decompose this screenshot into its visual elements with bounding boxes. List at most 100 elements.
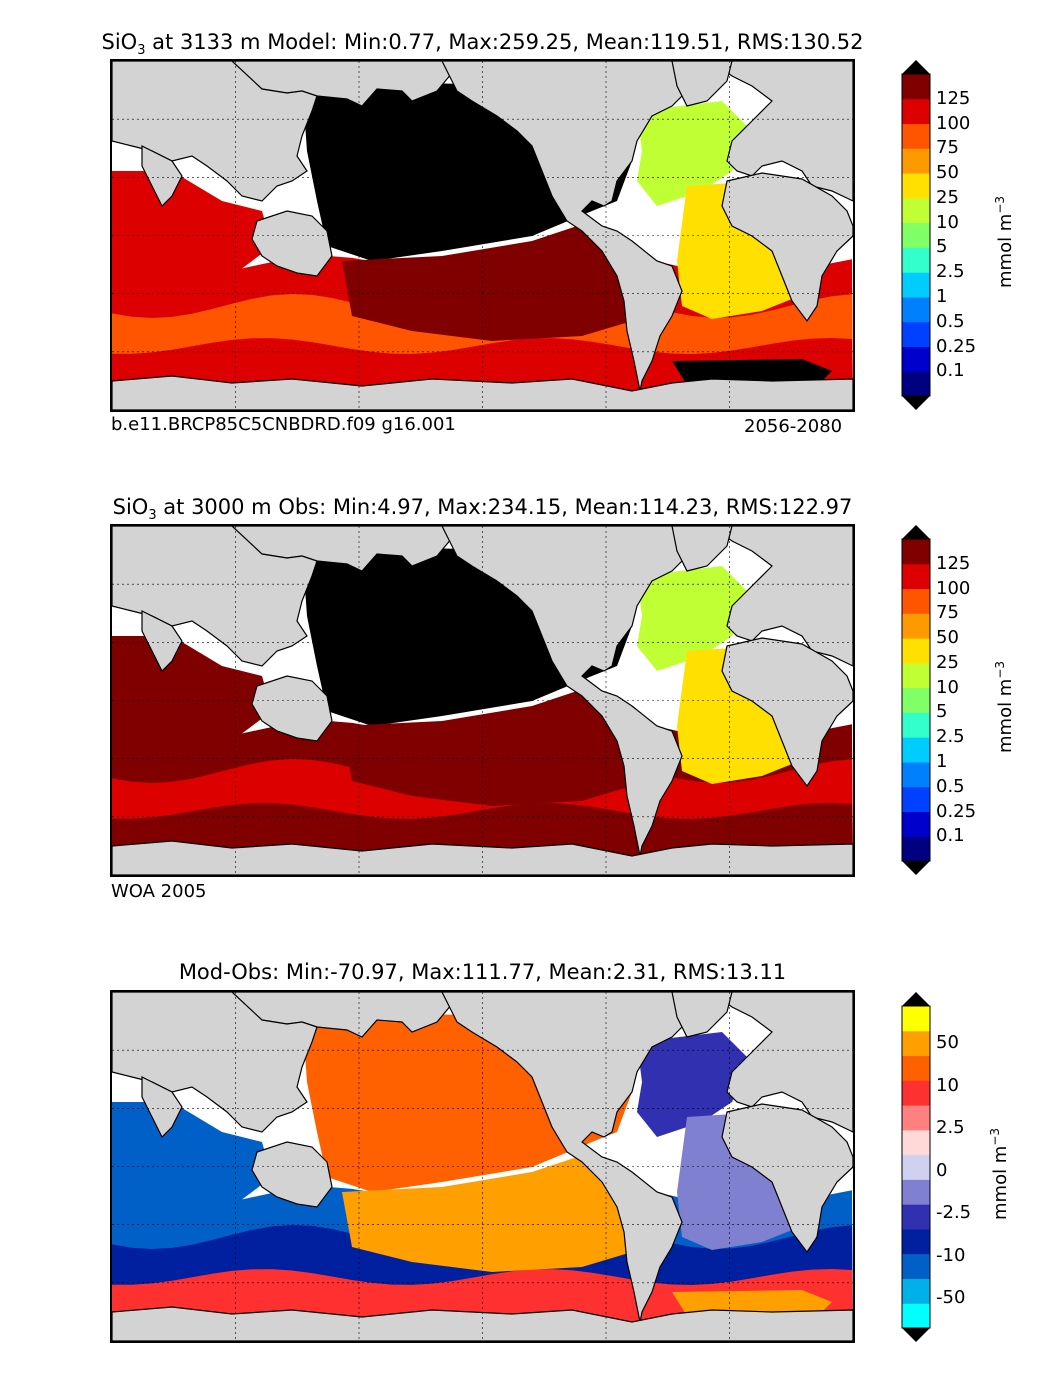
indian-ocean-field (112, 1102, 272, 1222)
colorbar-tick-label: 1 (936, 285, 948, 307)
colorbar-swatch (902, 539, 930, 565)
panel-1-right-caption: 2056-2080 (744, 416, 843, 437)
panel-1-map (110, 59, 855, 412)
colorbar-swatch (902, 712, 930, 738)
south-pacific-field (342, 221, 637, 341)
colorbar-swatch (902, 272, 930, 298)
colorbar-tick-label: 0 (936, 1159, 948, 1181)
panel-1-left-caption: b.e11.BRCP85C5CNBDRD.f09 g16.001 (111, 414, 456, 435)
colorbar-swatch (902, 1006, 930, 1032)
colorbar-tick-label: 50 (936, 627, 959, 649)
panel-1-units: mmol m−3 (993, 196, 1016, 288)
colorbar-swatch (902, 563, 930, 590)
colorbar-swatch (902, 1303, 930, 1329)
colorbar-swatch (902, 296, 930, 323)
colorbar-tick-label: 25 (936, 651, 959, 673)
colorbar-tick-label: -2.5 (936, 1202, 972, 1223)
colorbar-tick-label: 50 (936, 1032, 959, 1054)
colorbar-tick-label: 0.5 (936, 775, 965, 797)
colorbar-swatch (902, 1055, 930, 1081)
colorbar-swatch (902, 74, 930, 100)
land-americas (441, 992, 693, 1323)
panel-2-title-sub: 3 (148, 508, 157, 524)
colorbar-tick-label: 125 (936, 87, 971, 109)
colorbar-swatch (902, 371, 930, 397)
colorbar-tick-label: 0.25 (936, 800, 977, 822)
panel-2-title-prefix: SiO (112, 495, 149, 519)
colorbar-bottom-arrow (902, 1328, 930, 1342)
panel-2-map-svg (112, 526, 853, 875)
colorbar-top-arrow (902, 60, 930, 74)
colorbar-bottom-arrow (902, 396, 930, 410)
land-india (141, 610, 183, 673)
colorbar-swatch (902, 1179, 930, 1205)
panel-3-colorbar (901, 992, 931, 1342)
colorbar-swatch (902, 1253, 930, 1279)
colorbar-tick-label: 0.25 (936, 335, 977, 357)
colorbar-swatch (902, 346, 930, 372)
colorbar-tick-label: 100 (936, 577, 971, 599)
colorbar-swatch (902, 836, 930, 862)
colorbar-swatch (902, 173, 930, 199)
colorbar-tick-label: 100 (936, 112, 971, 134)
colorbar-tick-label: 75 (936, 137, 959, 159)
colorbar-frame (901, 1005, 931, 1329)
panel-2-units: mmol m−3 (993, 661, 1016, 753)
colorbar-tick-label: 0.1 (936, 825, 965, 847)
colorbar-tick-label: 10 (936, 211, 959, 233)
land-india (141, 1076, 183, 1139)
colorbar-swatch (902, 1105, 930, 1131)
indian-ocean-field (112, 636, 272, 756)
panel-1-title-prefix: SiO (101, 30, 138, 54)
colorbar-swatch (902, 1204, 930, 1230)
colorbar-tick-label: 2.5 (936, 261, 965, 283)
south-pacific-field (342, 686, 637, 806)
panel-2-left-caption: WOA 2005 (111, 881, 207, 902)
colorbar-top-arrow (902, 992, 930, 1006)
north-atlantic-field (637, 101, 752, 206)
colorbar-swatch (902, 123, 930, 149)
colorbar-swatch (902, 1129, 930, 1156)
panel-1-map-svg (112, 61, 853, 410)
panel-3-map-svg (112, 992, 853, 1341)
panel-2-colorbar (901, 525, 931, 875)
north-atlantic-field (637, 566, 752, 671)
colorbar-tick-label: 25 (936, 186, 959, 208)
colorbar-swatch (902, 321, 930, 347)
colorbar-tick-label: 10 (936, 676, 959, 698)
colorbar-swatch (902, 761, 930, 788)
land-australia (251, 210, 333, 277)
panel-2-units-text: mmol m (995, 678, 1016, 753)
north-atlantic-field (637, 1032, 752, 1137)
panel-1-units-text: mmol m (995, 213, 1016, 288)
colorbar-tick-label: 75 (936, 602, 959, 624)
colorbar-bottom-arrow (902, 861, 930, 875)
panel-3-units: mmol m−3 (988, 1128, 1011, 1220)
colorbar-swatch (902, 786, 930, 812)
panel-3-map (110, 990, 855, 1343)
panel-1-units-sup: −3 (993, 195, 1007, 214)
land-americas (441, 61, 693, 392)
land-africa (721, 1103, 853, 1254)
land-india (141, 145, 183, 208)
panel-1-title-rest: at 3133 m Model: Min:0.77, Max:259.25, M… (145, 30, 864, 54)
indian-ocean-field (112, 171, 272, 291)
panel-1-colorbar (901, 60, 931, 410)
colorbar-swatch (902, 1080, 930, 1106)
colorbar-swatch (902, 662, 930, 689)
colorbar-swatch (902, 98, 930, 125)
land-greenland (671, 992, 733, 1038)
colorbar-swatch (902, 222, 930, 248)
land-greenland (671, 526, 733, 572)
panel-2-title-rest: at 3000 m Obs: Min:4.97, Max:234.15, Mea… (156, 495, 853, 519)
colorbar-tick-label: -10 (936, 1244, 966, 1266)
panel-2-map (110, 524, 855, 877)
colorbar-swatch (902, 197, 930, 224)
land-australia (251, 1141, 333, 1208)
panel-1-title-sub: 3 (137, 43, 146, 59)
colorbar-tick-label: 1 (936, 750, 948, 772)
colorbar-tick-label: 0.5 (936, 310, 965, 332)
colorbar-tick-label: 5 (936, 236, 948, 258)
colorbar-swatch (902, 247, 930, 273)
land-africa (721, 172, 853, 323)
